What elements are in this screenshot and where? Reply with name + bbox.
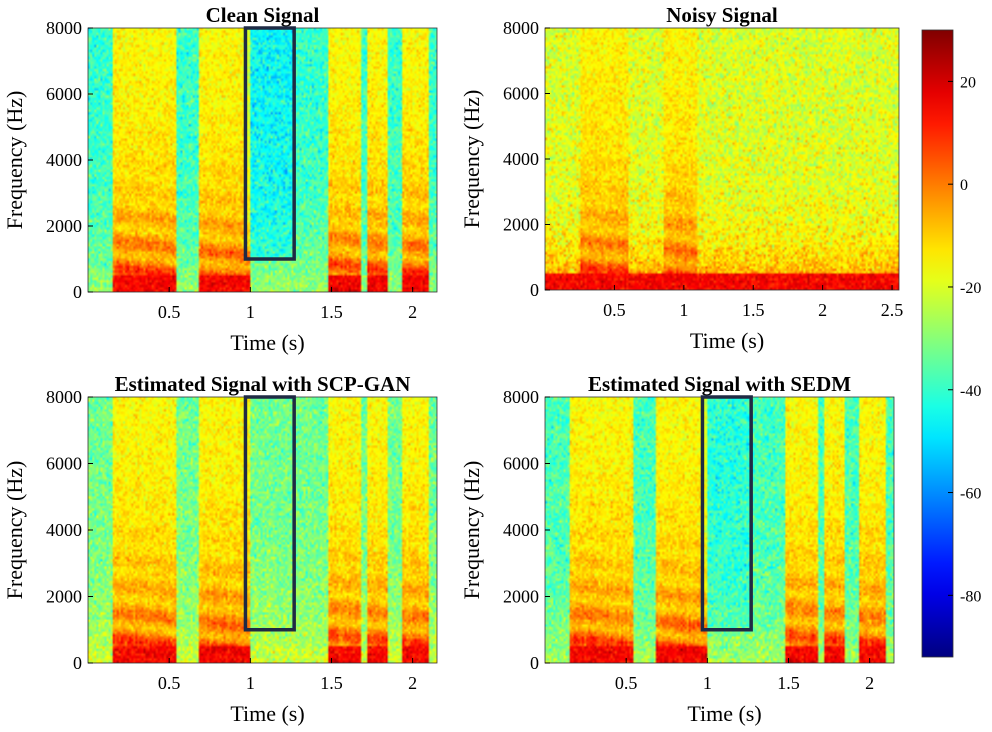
x-tick-label: 1 bbox=[679, 300, 688, 320]
x-tick-label: 0.5 bbox=[603, 300, 626, 320]
colorbar: 20 0 -20 -40 -60 -80 bbox=[921, 29, 981, 658]
highlight-box bbox=[700, 395, 753, 632]
x-axis-label: Time (s) bbox=[230, 330, 304, 355]
x-tick-label: 2 bbox=[818, 300, 827, 320]
x-tick-label: 0.5 bbox=[158, 673, 181, 693]
y-tick-label: 2000 bbox=[46, 587, 82, 607]
y-tick-label: 8000 bbox=[503, 387, 539, 407]
y-tick-label: 0 bbox=[530, 653, 539, 673]
x-tick-label: 2 bbox=[865, 673, 874, 693]
y-tick-label: 0 bbox=[530, 280, 539, 300]
x-tick-label: 0.5 bbox=[615, 673, 638, 693]
y-tick-label: 8000 bbox=[46, 387, 82, 407]
x-tick-label: 1.5 bbox=[320, 673, 343, 693]
panel-title: Estimated Signal with SEDM bbox=[588, 372, 851, 396]
y-tick-label: 6000 bbox=[46, 454, 82, 474]
y-tick-label: 6000 bbox=[503, 454, 539, 474]
x-tick-label: 1.5 bbox=[777, 673, 800, 693]
y-tick-label: 4000 bbox=[503, 520, 539, 540]
y-axis-label: Frequency (Hz) bbox=[2, 461, 27, 600]
colorbar-scale bbox=[921, 29, 954, 658]
y-axis-label: Frequency (Hz) bbox=[2, 91, 27, 230]
y-tick-label: 4000 bbox=[46, 150, 82, 170]
y-tick-label: 4000 bbox=[46, 520, 82, 540]
x-tick-label: 1 bbox=[246, 302, 255, 322]
y-tick-label: 0 bbox=[73, 653, 82, 673]
x-tick-label: 1 bbox=[246, 673, 255, 693]
panel-title: Noisy Signal bbox=[666, 3, 778, 27]
y-tick-label: 2000 bbox=[46, 216, 82, 236]
highlight-box bbox=[243, 26, 296, 261]
y-tick-label: 4000 bbox=[503, 149, 539, 169]
x-tick-label: 2.5 bbox=[881, 300, 904, 320]
y-tick-label: 2000 bbox=[503, 587, 539, 607]
spectrogram-panel: Estimated Signal with SEDM 0 2000 4000 6000 8… bbox=[459, 372, 895, 726]
highlight-box bbox=[243, 395, 296, 632]
colorbar-tick-label: -40 bbox=[960, 383, 981, 400]
colorbar-tick-label: -80 bbox=[960, 588, 981, 605]
y-axis-label: Frequency (Hz) bbox=[459, 461, 484, 600]
x-tick-label: 2 bbox=[408, 302, 417, 322]
y-axis-label: Frequency (Hz) bbox=[459, 90, 484, 229]
spectrogram-image bbox=[545, 397, 894, 663]
spectrogram-panel: Estimated Signal with SCP-GAN 0 2000 4000 60… bbox=[2, 372, 438, 726]
x-axis-label: Time (s) bbox=[690, 328, 764, 353]
x-axis-label: Time (s) bbox=[687, 701, 761, 726]
x-tick-label: 1 bbox=[703, 673, 712, 693]
x-axis-label: Time (s) bbox=[230, 701, 304, 726]
y-tick-label: 8000 bbox=[46, 18, 82, 38]
x-tick-label: 1.5 bbox=[742, 300, 765, 320]
x-tick-label: 0.5 bbox=[158, 302, 181, 322]
spectrogram-panel: Noisy Signal 0 2000 4000 6000 8000 0.5 1 1.5 2 2.5… bbox=[459, 3, 903, 353]
colorbar-tick-label: -20 bbox=[960, 280, 981, 297]
y-tick-label: 6000 bbox=[46, 84, 82, 104]
spectrogram-image bbox=[88, 28, 437, 292]
y-tick-label: 6000 bbox=[503, 84, 539, 104]
colorbar-tick-label: 20 bbox=[960, 74, 976, 91]
spectrogram-image bbox=[88, 397, 437, 663]
y-tick-label: 8000 bbox=[503, 18, 539, 38]
x-tick-label: 1.5 bbox=[320, 302, 343, 322]
panel-title: Estimated Signal with SCP-GAN bbox=[115, 372, 411, 396]
y-tick-label: 2000 bbox=[503, 215, 539, 235]
spectrogram-image bbox=[545, 28, 899, 290]
colorbar-tick-label: 0 bbox=[960, 177, 968, 194]
colorbar-tick-label: -60 bbox=[960, 486, 981, 503]
panel-title: Clean Signal bbox=[206, 3, 320, 27]
y-tick-label: 0 bbox=[73, 282, 82, 302]
spectrogram-panel: Clean Signal 0 2000 4000 6000 8000 0.5 1 1.5 2 Tim… bbox=[2, 3, 438, 355]
x-tick-label: 2 bbox=[408, 673, 417, 693]
